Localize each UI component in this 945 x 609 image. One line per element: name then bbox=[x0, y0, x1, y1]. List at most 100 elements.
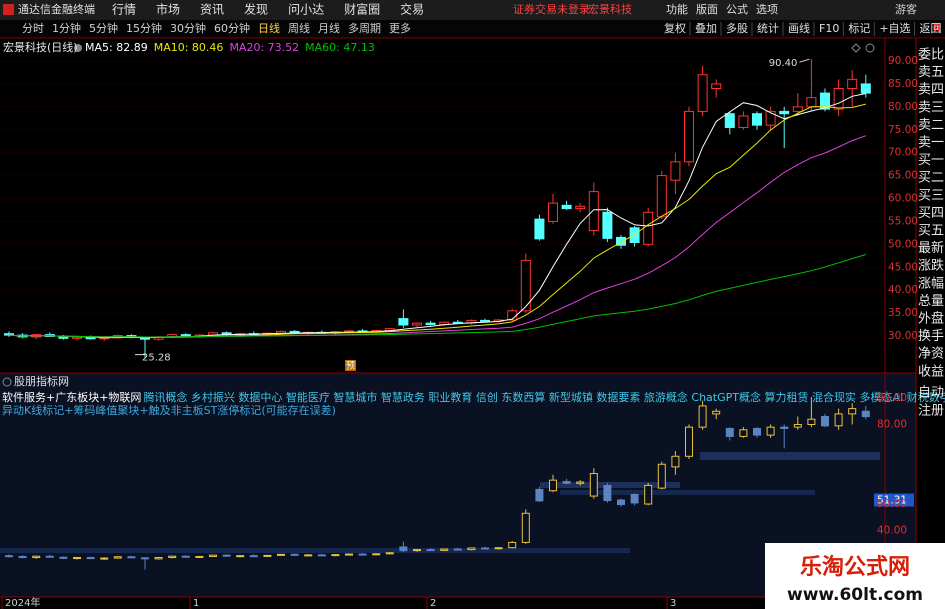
quote-tab[interactable]: 卖五 bbox=[918, 65, 944, 80]
candle-body bbox=[724, 113, 735, 128]
indicator-candle bbox=[617, 499, 625, 506]
quote-tab[interactable]: 买一 bbox=[918, 153, 944, 168]
indicator-candle bbox=[848, 408, 857, 415]
high-label: 90.40 bbox=[769, 58, 798, 69]
quote-tab[interactable]: 卖二 bbox=[918, 118, 944, 133]
action-button[interactable]: +自选 bbox=[879, 22, 910, 35]
indicator-candle bbox=[549, 479, 557, 492]
menu-item[interactable]: 交易 bbox=[400, 2, 424, 17]
indicator-candle bbox=[453, 548, 462, 551]
indicator-candle bbox=[385, 552, 394, 555]
menu-item[interactable]: 资讯 bbox=[200, 3, 224, 17]
tool-item[interactable]: 功能 bbox=[666, 2, 688, 16]
quote-tab[interactable]: 委比 bbox=[918, 48, 944, 63]
candle-body bbox=[697, 74, 708, 112]
login-status[interactable]: 证券交易未登录 bbox=[513, 2, 590, 16]
indicator-candle bbox=[780, 426, 789, 429]
indicator-candle bbox=[236, 555, 245, 558]
quote-tab[interactable]: 买四 bbox=[918, 206, 944, 221]
watermark-name: 乐淘公式网 bbox=[800, 554, 910, 580]
chart-label: 宏景科技(日线) bbox=[3, 40, 78, 54]
menu-item[interactable]: 行情 bbox=[112, 3, 136, 17]
menu-item[interactable]: 市场 bbox=[156, 2, 180, 17]
candle-body bbox=[833, 88, 844, 110]
indicator-candle bbox=[5, 555, 13, 558]
indicator-candle bbox=[345, 553, 353, 556]
period-tab[interactable]: 周线 bbox=[288, 21, 310, 35]
action-button[interactable]: 统计 bbox=[757, 22, 779, 35]
period-tab[interactable]: 月线 bbox=[318, 21, 340, 35]
icon[interactable] bbox=[851, 43, 861, 53]
candle-body bbox=[534, 218, 545, 240]
indicator-note: 异动K线标记+筹码峰值聚块+触及非主板ST涨停标记(可能存在误差) bbox=[2, 403, 336, 417]
indicator-candle bbox=[222, 554, 231, 557]
indicator-axis-label: 50.00 bbox=[877, 498, 907, 510]
quote-tab[interactable]: 涨幅 bbox=[918, 276, 944, 291]
high-pointer bbox=[799, 58, 810, 63]
indicator-candle bbox=[73, 557, 81, 560]
quote-tab[interactable]: 外盘 bbox=[918, 311, 944, 327]
register-tab[interactable]: 自动 bbox=[918, 386, 944, 401]
indicator-candle bbox=[508, 541, 517, 549]
quote-tab[interactable]: 总量 bbox=[918, 294, 944, 309]
menu-item[interactable]: 发现 bbox=[244, 2, 268, 17]
period-tab[interactable]: 多周期 bbox=[348, 21, 381, 35]
candle-body bbox=[820, 92, 830, 110]
indicator-candle bbox=[494, 547, 503, 550]
candle-body bbox=[711, 83, 722, 89]
period-tab[interactable]: 15分钟 bbox=[126, 21, 162, 35]
action-button[interactable]: 返回 bbox=[920, 22, 942, 35]
register-tab[interactable]: 注册 bbox=[918, 404, 944, 419]
action-button[interactable]: 叠加 bbox=[695, 22, 717, 35]
indicator-axis-label: 80.00 bbox=[877, 419, 907, 431]
quote-tab[interactable]: 买五 bbox=[918, 224, 944, 239]
action-button[interactable]: F10 bbox=[819, 22, 839, 35]
badge: R bbox=[933, 22, 942, 35]
toolbar bbox=[0, 20, 945, 38]
action-button[interactable]: 多股 bbox=[726, 21, 748, 35]
price-label: 45.00 bbox=[888, 261, 918, 273]
tool-item[interactable]: 公式 bbox=[726, 3, 748, 16]
indicator-candle bbox=[535, 488, 544, 502]
menu-item[interactable]: 问小达 bbox=[288, 3, 324, 17]
icon[interactable] bbox=[865, 43, 875, 53]
quote-tab[interactable]: 卖三 bbox=[918, 100, 944, 115]
menu-item[interactable]: 财富圈 bbox=[344, 2, 380, 17]
quote-tab[interactable]: 卖四 bbox=[918, 83, 944, 98]
indicator-candle bbox=[59, 556, 68, 559]
period-tab[interactable]: 60分钟 bbox=[214, 21, 250, 35]
quote-tab[interactable]: 换手 bbox=[918, 329, 944, 344]
indicator-candle bbox=[18, 555, 27, 559]
tool-item[interactable]: 版面 bbox=[696, 2, 718, 16]
period-tab[interactable]: 5分钟 bbox=[89, 21, 118, 35]
indicator-candle bbox=[834, 413, 843, 427]
tool-item[interactable]: 选项 bbox=[756, 3, 778, 16]
app-title: 通达信金融终端 bbox=[18, 2, 95, 16]
quote-tab[interactable]: 买二 bbox=[918, 171, 944, 186]
quote-tab[interactable]: 最新 bbox=[918, 240, 944, 256]
period-tab[interactable]: 30分钟 bbox=[170, 21, 206, 35]
candle-body bbox=[779, 110, 790, 115]
indicator-candle bbox=[793, 424, 802, 428]
indicator-candle bbox=[644, 484, 653, 505]
indicator-candle bbox=[712, 410, 721, 415]
user[interactable]: 游客 bbox=[895, 2, 917, 16]
period-tab[interactable]: 分时 bbox=[22, 22, 44, 35]
action-button[interactable]: 标记 bbox=[848, 21, 870, 35]
quote-tab[interactable]: 涨跌 bbox=[918, 258, 944, 274]
title-bar bbox=[0, 0, 945, 20]
action-button[interactable]: 复权 bbox=[664, 21, 686, 35]
quote-tab[interactable]: 卖一 bbox=[918, 136, 944, 151]
quote-tab[interactable]: 净资 bbox=[918, 347, 944, 362]
candle-body bbox=[752, 113, 762, 126]
quote-tab[interactable]: 买三 bbox=[918, 188, 944, 203]
period-tab[interactable]: 更多 bbox=[389, 21, 411, 35]
quote-tab[interactable]: 收益 bbox=[918, 364, 944, 379]
price-label: 55.00 bbox=[888, 215, 918, 227]
candle-body bbox=[520, 259, 531, 312]
action-button[interactable]: 画线 bbox=[788, 21, 810, 35]
price-label: 65.00 bbox=[888, 170, 918, 182]
period-tab[interactable]: 1分钟 bbox=[52, 21, 81, 35]
period-tab[interactable]: 日线 bbox=[258, 21, 280, 35]
